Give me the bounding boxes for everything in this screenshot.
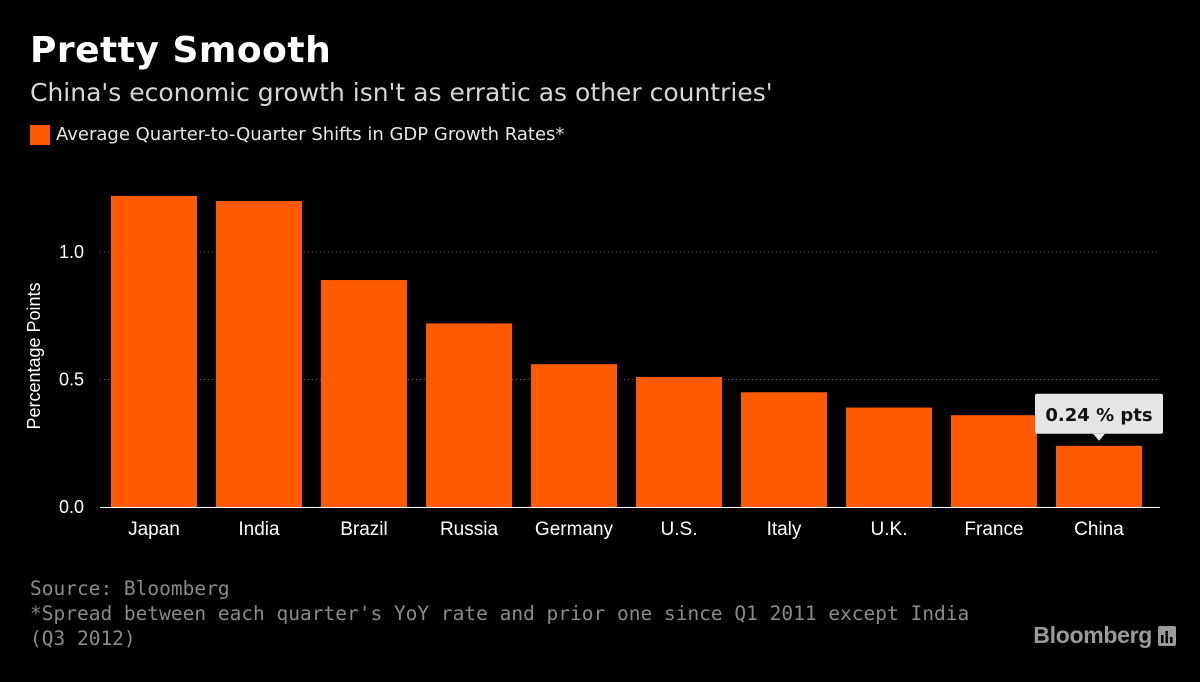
bar-japan xyxy=(111,195,197,507)
y-tick-labels: 0.0 0.5 1.0 xyxy=(59,242,84,517)
bar-russia xyxy=(426,323,512,507)
y-axis-label: Percentage Points xyxy=(24,282,44,429)
bar-brazil xyxy=(321,280,407,507)
callout: 0.24 % pts xyxy=(1035,393,1163,441)
bloomberg-logo: Bloomberg xyxy=(1033,622,1176,649)
chart-title: Pretty Smooth xyxy=(30,30,332,71)
legend-label: Average Quarter-to-Quarter Shifts in GDP… xyxy=(56,124,565,145)
footnote: Source: Bloomberg *Spread between each q… xyxy=(30,576,970,651)
brand-name: Bloomberg xyxy=(1033,622,1152,648)
y-tick-label: 1.0 xyxy=(59,242,84,262)
bar-us xyxy=(636,376,722,507)
bloomberg-chart-icon xyxy=(1158,625,1176,646)
y-tick-label: 0.5 xyxy=(59,370,84,390)
chart-subtitle: China's economic growth isn't as erratic… xyxy=(30,78,773,107)
callout-pointer xyxy=(1093,433,1105,441)
bar-china xyxy=(1056,445,1142,507)
x-tick-label: France xyxy=(964,519,1023,540)
legend-swatch xyxy=(30,124,50,145)
x-tick-label: India xyxy=(238,519,280,540)
callout-box xyxy=(1035,393,1163,434)
x-tick-label: Japan xyxy=(128,519,180,540)
x-tick-label: China xyxy=(1074,519,1124,540)
x-tick-label: U.S. xyxy=(661,519,698,540)
x-tick-label: Russia xyxy=(440,519,499,540)
y-tick-label: 0.0 xyxy=(59,497,84,517)
bar-uk xyxy=(846,407,932,507)
source-text: Source: Bloomberg xyxy=(30,577,230,600)
bars xyxy=(111,195,1142,507)
callout-label: 0.24 % pts xyxy=(1045,405,1152,426)
x-tick-label: U.K. xyxy=(871,519,908,540)
bar-italy xyxy=(741,392,827,507)
bar-india xyxy=(216,201,302,507)
bar-germany xyxy=(531,364,617,507)
legend: Average Quarter-to-Quarter Shifts in GDP… xyxy=(30,124,564,145)
x-tick-label: Germany xyxy=(535,519,614,540)
x-tick-label: Italy xyxy=(767,519,802,540)
x-tick-label: Brazil xyxy=(340,519,388,540)
bar-france xyxy=(951,415,1037,507)
note-text: *Spread between each quarter's YoY rate … xyxy=(30,602,970,650)
x-tick-labels: Japan India Brazil Russia Germany U.S. Italy U.… xyxy=(128,519,1124,540)
